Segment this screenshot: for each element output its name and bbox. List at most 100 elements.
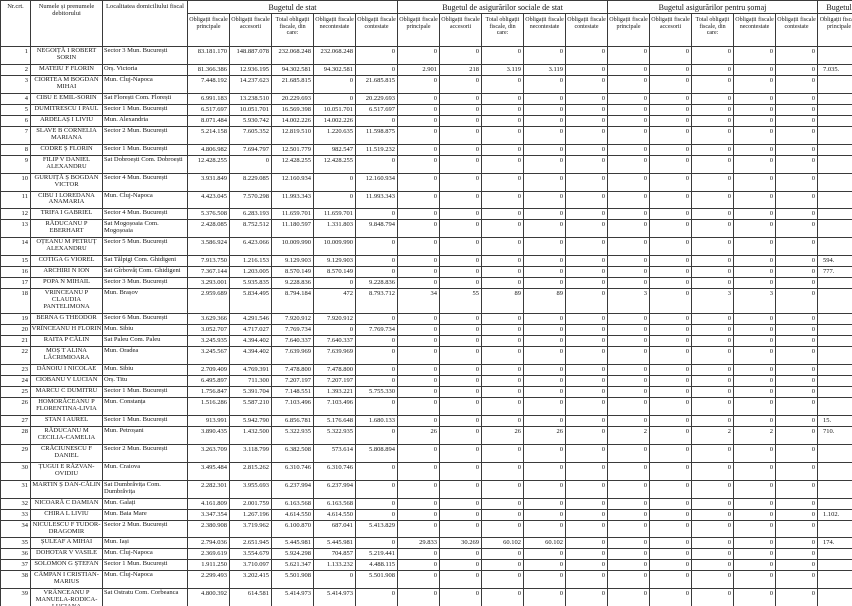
next-budget-partial-amount [817,172,852,192]
social-contested-amount: 0 [565,103,609,116]
social-accessory-amount: 0 [439,190,483,210]
unemployment-accessory-amount: 0 [649,497,693,510]
next-budget-partial-amount [817,335,852,348]
social-uncontested-amount: 0 [523,397,567,416]
state-total-amount: 5.414.973 [271,588,314,606]
unemployment-principal-amount: 0 [607,255,651,268]
social-principal-amount: 0 [397,103,441,116]
social-total-amount: 0 [481,588,525,606]
social-contested-amount: 0 [565,443,609,463]
social-accessory-amount: 0 [439,172,483,192]
social-contested-amount: 0 [565,497,609,510]
social-principal-amount: 0 [397,519,441,539]
table-row: 22 MOȘ T ALINA LĂCRIMIOARA Mun. Oradea 3… [0,346,852,366]
state-total-amount: 5.322.935 [271,425,314,445]
social-uncontested-amount: 0 [523,570,567,590]
unemployment-principal-amount: 0 [607,237,651,257]
row-number: 30 [0,461,31,481]
state-accessory-amount: 7.570.298 [229,190,272,210]
social-uncontested-amount: 0 [523,519,567,539]
state-principal-amount: 3.495.484 [187,461,230,481]
social-total-amount: 0 [481,397,525,416]
state-principal-amount: 4.806.982 [187,143,230,156]
unemployment-accessory-amount: 0 [649,74,693,94]
state-uncontested-amount: 1.220.635 [313,125,356,145]
state-total-amount: 14.002.226 [271,114,314,127]
debtor-name: ȚUGUI E RĂZVAN-OVIDIU [30,461,103,481]
unemployment-accessory-amount: 0 [649,519,693,539]
unemployment-total-amount: 0 [691,255,735,268]
unemployment-principal-amount: 0 [607,74,651,94]
social-total-amount: 3.119 [481,63,525,76]
state-accessory-amount: 614.581 [229,588,272,606]
unemployment-contested-amount: 0 [775,324,819,337]
state-accessory-amount: 10.051.701 [229,103,272,116]
social-accessory-amount: 0 [439,443,483,463]
social-contested-amount: 0 [565,588,609,606]
unemployment-total-amount: 0 [691,277,735,290]
unemployment-uncontested-amount: 0 [733,479,777,499]
unemployment-contested-amount: 0 [775,208,819,221]
state-principal-amount: 913.991 [187,414,230,427]
state-contested-amount: 0 [354,364,399,377]
next-budget-partial-amount [817,375,852,388]
social-principal-amount: 0 [397,114,441,127]
header-group-row: Nr.crt. Numele și prenumele debitorului … [0,0,852,47]
social-uncontested-amount: 0 [523,143,567,156]
table-row: 9 FILIP V DANIEL ALEXANDRU Sat Dobroești… [0,154,852,174]
social-uncontested-amount: 0 [523,497,567,510]
debtor-name: POPA N MIHAIL [30,277,103,290]
social-accessory-amount: 0 [439,508,483,521]
social-principal-amount: 0 [397,397,441,416]
unemployment-accessory-amount: 0 [649,375,693,388]
social-principal-amount: 0 [397,386,441,399]
subcol-social-uncontested: Obligații fiscale necontestate [523,13,567,47]
next-budget-partial-amount [817,92,852,105]
social-uncontested-amount: 0 [523,313,567,326]
social-total-amount: 0 [481,508,525,521]
unemployment-principal-amount: 0 [607,190,651,210]
state-principal-amount: 4.161.809 [187,497,230,510]
state-accessory-amount: 4.394.402 [229,335,272,348]
state-contested-amount: 0 [354,255,399,268]
state-principal-amount: 2.369.619 [187,548,230,561]
state-uncontested-amount: 10.009.990 [313,237,356,257]
unemployment-total-amount: 0 [691,461,735,481]
unemployment-accessory-amount: 0 [649,313,693,326]
unemployment-uncontested-amount: 0 [733,208,777,221]
table-row: 7 SLAVE B CORNELIA MARIANA Sector 2 Mun.… [0,125,852,145]
unemployment-contested-amount: 0 [775,143,819,156]
state-principal-amount: 5.376.508 [187,208,230,221]
unemployment-uncontested-amount: 0 [733,143,777,156]
next-budget-partial-amount [817,125,852,145]
social-total-amount: 0 [481,277,525,290]
state-total-amount: 5.621.347 [271,559,314,572]
state-accessory-amount: 5.587.210 [229,397,272,416]
unemployment-uncontested-amount: 0 [733,386,777,399]
unemployment-principal-amount: 0 [607,443,651,463]
unemployment-principal-amount: 3 [607,288,651,315]
social-contested-amount: 0 [565,237,609,257]
fiscal-domicile: Sat Florești Com. Florești [102,92,188,105]
unemployment-principal-amount: 0 [607,548,651,561]
unemployment-accessory-amount: 0 [649,255,693,268]
state-total-amount: 9.228.836 [271,277,314,290]
social-principal-amount: 0 [397,266,441,279]
unemployment-principal-amount: 0 [607,92,651,105]
state-uncontested-amount: 1.133.232 [313,559,356,572]
unemployment-uncontested-amount: 0 [733,548,777,561]
unemployment-contested-amount: 0 [775,588,819,606]
unemployment-uncontested-amount: 0 [733,346,777,366]
unemployment-accessory-amount: 0 [649,443,693,463]
state-accessory-amount: 4.717.027 [229,324,272,337]
table-row: 34 NICULESCU F TUDOR-DRAGOMIR Sector 2 M… [0,519,852,539]
state-uncontested-amount: 0 [313,570,356,590]
next-budget-partial-amount [817,313,852,326]
unemployment-contested-amount: 0 [775,125,819,145]
unemployment-total-amount: 0 [691,125,735,145]
unemployment-contested-amount: 0 [775,508,819,521]
fiscal-domicile: Sat Tălpigi Com. Ghidigeni [102,255,188,268]
state-accessory-amount: 1.203.005 [229,266,272,279]
state-accessory-amount: 3.719.962 [229,519,272,539]
